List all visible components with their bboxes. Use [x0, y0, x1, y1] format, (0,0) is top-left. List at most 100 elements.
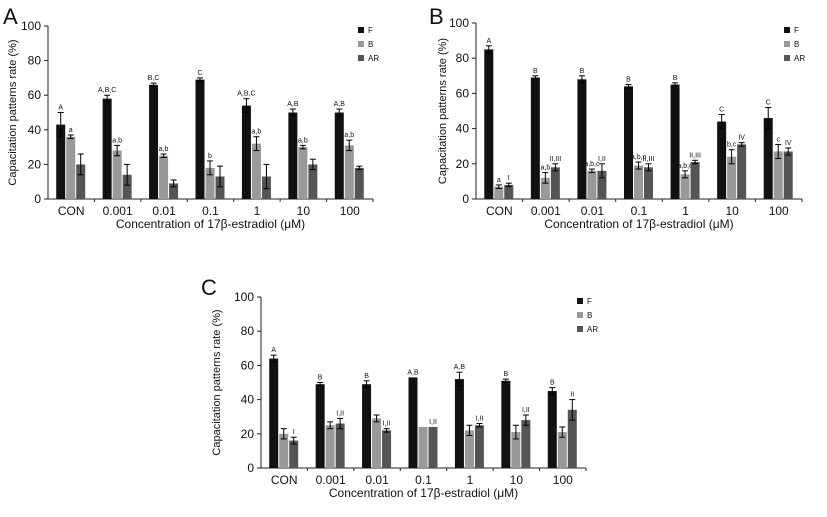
significance-label: II — [570, 392, 574, 399]
significance-label: I — [293, 429, 295, 436]
bar-ar — [644, 167, 653, 199]
y-tick-label: 80 — [456, 51, 470, 65]
bar-b — [773, 151, 783, 199]
bar-b — [251, 143, 261, 199]
legend-swatch-b — [577, 312, 583, 318]
bar-f — [315, 384, 325, 468]
bar-f — [288, 112, 298, 199]
bar-ar — [504, 184, 514, 199]
legend-swatch-ar — [358, 55, 364, 61]
significance-label: B — [364, 373, 369, 380]
bar-b — [464, 430, 474, 468]
x-tick-label: 100 — [340, 204, 360, 218]
bar-f — [484, 49, 494, 200]
y-tick-label: 40 — [456, 122, 470, 136]
bar-b — [372, 418, 382, 468]
bar-b — [511, 432, 521, 468]
significance-label: A,B,C — [237, 91, 255, 98]
bar-f — [334, 112, 344, 199]
bar-ar — [122, 174, 132, 199]
significance-label: a,b,c — [631, 154, 647, 161]
panel-letter: A — [3, 4, 18, 29]
legend-label: AR — [794, 54, 805, 63]
significance-label: I,II — [522, 407, 530, 414]
significance-label: A,B — [287, 101, 299, 108]
bar-f — [624, 86, 633, 199]
y-tick-label: 60 — [241, 358, 255, 372]
legend-label: AR — [587, 325, 598, 334]
significance-label: C — [719, 107, 724, 114]
x-tick-label: CON — [271, 473, 298, 487]
significance-label: I,II — [598, 156, 606, 163]
bar-f — [717, 121, 727, 199]
significance-label: A,B — [454, 364, 466, 371]
x-tick-label: 0.1 — [415, 473, 432, 487]
legend: FB AR — [577, 297, 598, 334]
bar-b — [494, 186, 504, 199]
x-tick-label: CON — [486, 204, 513, 218]
y-tick-label: 60 — [28, 88, 42, 102]
bar-f — [763, 118, 773, 199]
bar-ar — [783, 151, 793, 199]
y-axis-label: Capacitation patterns rate (%) — [437, 38, 449, 184]
significance-label: C — [197, 70, 202, 77]
significance-label: a,b — [344, 132, 354, 139]
y-tick-label: 20 — [456, 157, 470, 171]
bar-f — [547, 391, 557, 468]
bar-b — [344, 145, 354, 199]
legend-label: B — [587, 311, 592, 320]
bar-f — [56, 124, 66, 199]
bar-f — [530, 77, 540, 199]
significance-label: A — [58, 105, 63, 112]
x-tick-label: CON — [58, 204, 85, 218]
bar-ar — [550, 167, 560, 199]
legend-label: B — [368, 40, 373, 49]
significance-label: I,II — [336, 410, 344, 417]
significance-label: a,b — [298, 137, 308, 144]
x-tick-label: 1 — [254, 204, 261, 218]
bar-b — [298, 147, 308, 199]
x-tick-label: 0.01 — [365, 473, 389, 487]
y-tick-label: 100 — [234, 290, 254, 304]
bar-f — [241, 105, 251, 199]
x-tick-label: 0.01 — [581, 204, 605, 218]
significance-label: II,III — [643, 156, 655, 163]
significance-label: A,B — [407, 369, 419, 376]
y-tick-label: 100 — [449, 16, 469, 30]
significance-label: B — [673, 75, 678, 82]
significance-label: a,b — [252, 129, 262, 136]
bar-b — [540, 177, 550, 199]
x-tick-label: 10 — [510, 473, 524, 487]
bar-f — [269, 358, 279, 468]
x-tick-label: 100 — [553, 473, 573, 487]
bar-ar — [354, 167, 364, 199]
y-tick-label: 0 — [34, 192, 41, 206]
bar-f — [362, 384, 372, 468]
significance-label: I,II — [383, 421, 391, 428]
bar-ar — [690, 162, 700, 199]
x-axis-label: Concentration of 17β-estradiol (μM) — [116, 217, 305, 231]
x-axis-label: Concentration of 17β-estradiol (μM) — [329, 486, 518, 500]
bar-b — [279, 433, 289, 468]
bar-f — [195, 79, 205, 199]
legend-label: F — [368, 26, 373, 35]
x-tick-label: 10 — [297, 204, 311, 218]
significance-label: C — [766, 99, 771, 106]
significance-label: B,C — [148, 75, 160, 82]
legend: FB AR — [784, 26, 805, 63]
significance-label: IV — [738, 135, 745, 142]
legend-label: B — [794, 40, 799, 49]
y-axis-label: Capacitation patterns rate (%) — [211, 309, 223, 455]
bar-f — [149, 84, 159, 199]
significance-label: a,b — [159, 146, 169, 153]
bar-b — [557, 432, 567, 468]
x-axis-label: Concentration of 17β-estradiol (μM) — [544, 217, 733, 231]
x-tick-label: 0.001 — [103, 204, 133, 218]
bar-b — [159, 155, 169, 199]
bar-b — [112, 150, 122, 199]
bar-f — [102, 98, 112, 199]
bar-ar — [335, 423, 345, 468]
x-tick-label: 0.01 — [152, 204, 176, 218]
